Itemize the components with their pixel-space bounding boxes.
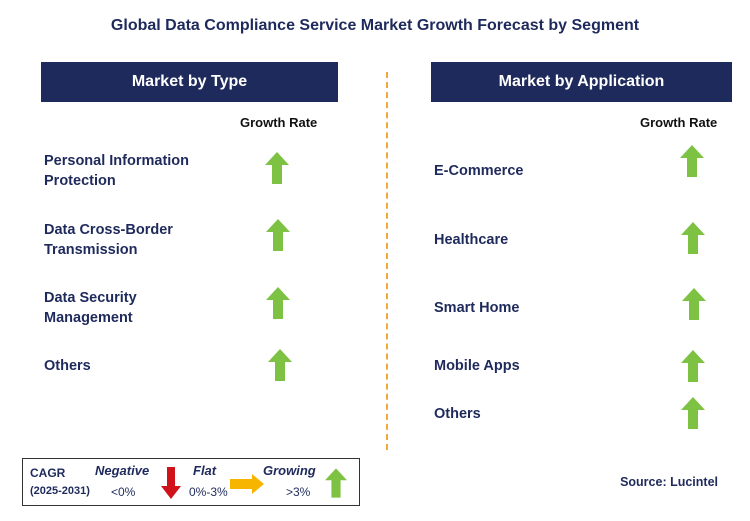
application-growth-rate-label: Growth Rate [640,115,718,130]
green-up-arrow-icon [325,468,347,498]
type-item-line2: Protection [44,173,116,189]
application-item-e-commerce: E-Commerce [434,163,524,179]
type-item-line1: Personal Information [44,153,190,169]
source-note: Source: Lucintel [620,475,718,489]
type-item-personal-information: Personal Information Protection [44,151,189,191]
legend-negative-range: <0% [111,485,136,499]
green-up-arrow-icon [268,349,292,381]
type-item-data-cross-border: Data Cross-Border Transmission [44,220,173,260]
application-item-healthcare: Healthcare [434,232,509,248]
type-panel-header: Market by Type [41,62,338,102]
legend-flat-range: 0%-3% [189,485,228,499]
application-item-others: Others [434,406,481,422]
legend-growing-range: >3% [286,485,311,499]
application-panel-header: Market by Application [431,62,732,102]
legend-period: (2025-2031) [30,485,90,497]
type-item-data-security: Data Security Management [44,288,137,328]
green-up-arrow-icon [681,397,705,429]
type-item-line1: Data Cross-Border [44,222,173,238]
application-item-mobile-apps: Mobile Apps [434,358,520,374]
red-down-arrow-icon [161,467,181,499]
legend-negative-label: Negative [95,463,150,478]
green-up-arrow-icon [681,222,705,254]
green-up-arrow-icon [265,152,289,184]
type-item-line2: Management [44,310,133,326]
application-item-smart-home: Smart Home [434,300,520,316]
chart-title: Global Data Compliance Service Market Gr… [110,17,640,34]
legend-cagr-label: CAGR [30,466,66,480]
type-growth-rate-label: Growth Rate [240,115,318,130]
type-item-line1: Data Security [44,290,137,306]
green-up-arrow-icon [266,287,290,319]
orange-right-arrow-icon [230,474,264,494]
type-item-others: Others [44,358,91,374]
legend-flat-label: Flat [193,463,217,478]
green-up-arrow-icon [682,288,706,320]
green-up-arrow-icon [266,219,290,251]
legend-growing-label: Growing [263,463,316,478]
type-item-line2: Transmission [44,242,138,258]
green-up-arrow-icon [680,145,704,177]
panel-divider [386,72,388,450]
green-up-arrow-icon [681,350,705,382]
cagr-legend: CAGR (2025-2031) Negative <0% Flat 0%-3%… [22,458,360,506]
